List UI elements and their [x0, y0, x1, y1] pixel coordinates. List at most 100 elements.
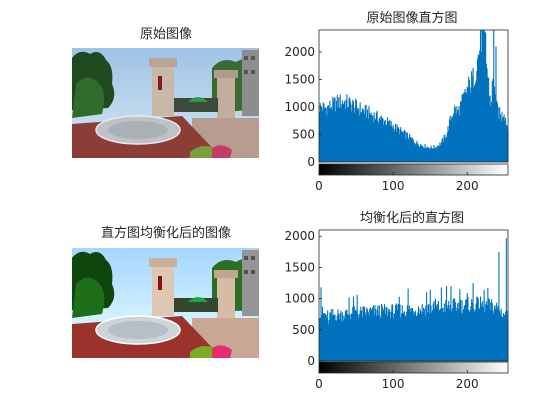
hist-bar	[385, 307, 387, 361]
hist-bar	[446, 308, 448, 361]
hist-bar	[329, 312, 331, 361]
hist-bar	[364, 104, 366, 162]
hist-bar	[335, 111, 337, 162]
hist-bar	[369, 307, 372, 361]
hist-bar	[327, 105, 329, 162]
hist-bar	[412, 138, 414, 162]
hist-bar	[463, 92, 465, 162]
hist-bar	[347, 314, 349, 361]
hist-bar	[389, 119, 391, 162]
hist-bar	[413, 142, 415, 162]
hist-bar	[472, 283, 474, 361]
hist-bar	[491, 101, 493, 162]
hist-bar	[410, 136, 412, 162]
hist-bar	[486, 68, 488, 162]
hist-bar	[408, 139, 410, 162]
hist-bar	[434, 148, 436, 162]
hist-bar	[435, 304, 437, 361]
hist-bar	[322, 102, 324, 162]
hist-bar	[423, 147, 425, 162]
hist-bar	[487, 288, 489, 361]
hist-bar	[505, 311, 507, 361]
hist-bar	[323, 313, 325, 361]
hist-bar	[376, 309, 378, 361]
hist-bar	[384, 313, 386, 361]
hist-bar	[495, 46, 497, 162]
hist-bar	[446, 132, 448, 162]
hist-bar	[361, 112, 363, 162]
hist-bar	[373, 112, 375, 162]
hist-bar	[457, 308, 459, 361]
hist-bar	[491, 80, 493, 162]
hist-bar	[478, 309, 480, 361]
hist-bar	[423, 307, 425, 361]
hist-bar	[436, 148, 438, 162]
hist-bar	[470, 87, 472, 162]
hist-bar	[483, 30, 485, 162]
hist-bar	[330, 313, 332, 361]
hist-bar	[437, 145, 439, 162]
hist-bar	[491, 303, 493, 361]
hist-bar	[500, 121, 502, 162]
hist-bar	[355, 98, 357, 162]
hist-bar	[427, 147, 429, 162]
hist-bar	[501, 112, 503, 162]
hist-bar	[379, 315, 381, 361]
hist-bar	[409, 137, 411, 162]
hist-bar	[361, 108, 363, 162]
hist-bar	[454, 105, 456, 162]
orig-image	[71, 47, 260, 159]
hist-bar	[326, 317, 328, 361]
hist-bar	[458, 106, 460, 162]
hist-bar	[462, 309, 465, 361]
hist-bar	[383, 304, 386, 361]
hist-bar	[343, 315, 345, 361]
hist-bar	[356, 107, 358, 162]
hist-bar	[324, 107, 326, 162]
hist-bar	[335, 320, 338, 361]
hist-bar	[389, 125, 391, 162]
hist-bar	[398, 303, 400, 361]
hist-bar	[381, 118, 383, 162]
hist-bar	[347, 107, 349, 162]
hist-bar	[462, 313, 464, 361]
hist-bar	[346, 94, 348, 162]
hist-bar	[333, 97, 335, 162]
hist-bar	[361, 316, 363, 361]
hist-bar	[503, 314, 505, 361]
hist-bar	[474, 83, 476, 162]
hist-bar	[434, 308, 436, 361]
hist-bar	[367, 311, 369, 361]
hist-bar	[440, 142, 442, 162]
hist-bar	[451, 116, 453, 162]
hist-bar	[352, 101, 355, 162]
hist-bar	[492, 310, 494, 361]
hist-bar	[404, 315, 406, 361]
x-tick-label: 100	[382, 179, 405, 193]
hist-bar	[485, 304, 487, 361]
hist-bar	[440, 145, 442, 162]
hist-bar	[461, 94, 463, 162]
hist-bar	[420, 310, 422, 361]
hist-bar	[490, 105, 492, 162]
hist-bar	[371, 115, 373, 162]
hist-bar	[375, 308, 377, 361]
hist-bar	[350, 313, 352, 361]
hist-bar	[379, 120, 381, 162]
hist-bar	[352, 99, 354, 162]
hist-bar	[442, 307, 444, 361]
hist-bar	[426, 312, 428, 361]
hist-bar	[448, 119, 451, 162]
hist-bar	[473, 87, 475, 162]
hist-bar	[473, 308, 475, 361]
hist-bar	[374, 118, 376, 162]
hist-bar	[400, 317, 402, 361]
hist-bar	[399, 129, 401, 162]
hist-bar	[496, 103, 499, 162]
hist-bar	[485, 301, 487, 361]
hist-bar	[443, 134, 445, 162]
hist-bar	[504, 315, 506, 361]
hist-bar	[416, 140, 418, 162]
y-tick-label: 0	[307, 155, 315, 169]
hist-bar	[407, 137, 409, 162]
